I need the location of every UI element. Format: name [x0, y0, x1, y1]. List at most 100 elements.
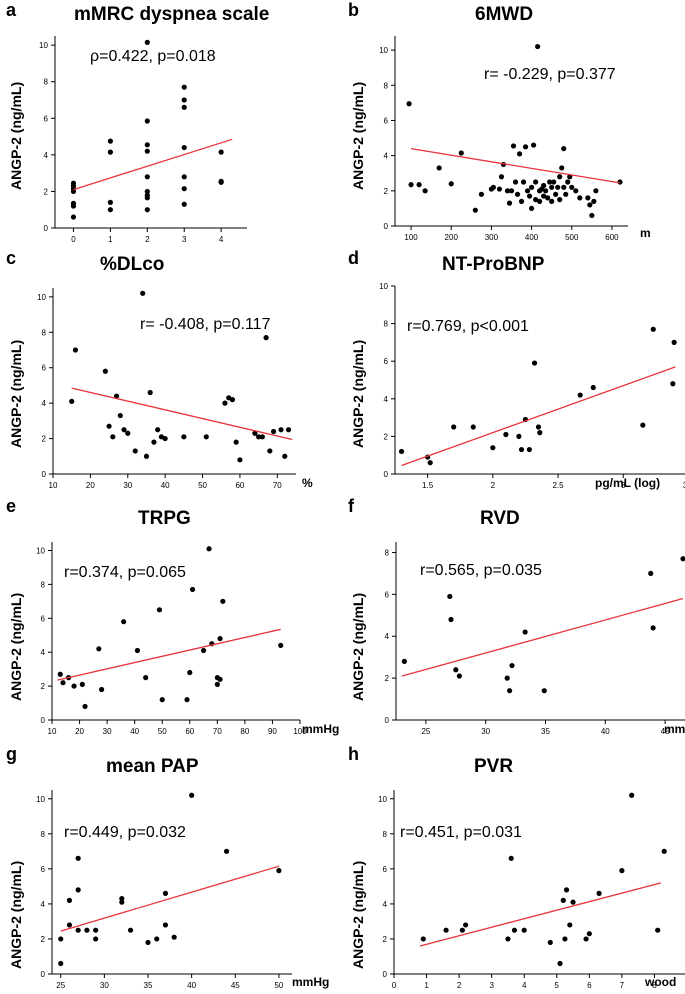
panel-title: NT-ProBNP — [442, 254, 545, 275]
data-point — [233, 439, 239, 445]
data-point — [560, 897, 566, 903]
panel-label: d — [348, 248, 359, 268]
x-tick-label: 50 — [274, 981, 283, 990]
x-axis-unit: pg/mL (log) — [595, 476, 661, 490]
x-tick-label: 60 — [185, 727, 194, 736]
data-point — [453, 667, 459, 673]
data-point — [561, 145, 567, 152]
data-point — [549, 184, 555, 190]
data-point — [587, 202, 593, 208]
data-point — [134, 647, 141, 654]
x-tick-label: 30 — [481, 727, 490, 736]
data-point — [154, 936, 160, 942]
data-point — [648, 570, 654, 577]
data-point — [70, 180, 77, 186]
data-point — [504, 675, 510, 681]
data-point — [159, 697, 165, 703]
x-tick-label: 20 — [86, 481, 95, 490]
y-tick-label: 2 — [41, 935, 46, 944]
data-point — [171, 934, 177, 940]
data-point — [490, 445, 496, 451]
data-point — [555, 184, 561, 190]
x-axis-unit: wood — [645, 975, 677, 989]
y-tick-label: 8 — [41, 580, 46, 589]
data-point — [181, 174, 187, 180]
x-tick-label: 5 — [555, 981, 560, 990]
data-point — [591, 198, 597, 204]
data-point — [132, 448, 138, 454]
regression-line — [57, 628, 281, 681]
scatter-plot: 0 2 4 6 8 10 10 20 30 40 50 60 70 — [37, 288, 296, 490]
y-tick-label: 2 — [42, 435, 47, 444]
data-point — [516, 151, 523, 157]
data-point — [537, 430, 543, 436]
y-tick-label: 2 — [385, 674, 390, 683]
x-tick-label: 25 — [421, 727, 430, 736]
data-point — [218, 178, 224, 184]
panel-b: b 6MWD ANGP-2 (ng/mL) r= -0.229, p=0.377… — [342, 0, 684, 248]
data-point — [155, 427, 161, 433]
y-tick-label: 2 — [383, 935, 388, 944]
panel-title: RVD — [480, 508, 520, 529]
panel-label: h — [348, 744, 359, 764]
data-point — [541, 182, 547, 189]
data-point — [181, 144, 187, 151]
panel-label: e — [6, 496, 17, 516]
data-point — [144, 174, 150, 180]
data-point — [203, 434, 209, 440]
data-point — [670, 381, 676, 387]
y-tick-label: 6 — [41, 865, 46, 874]
data-point — [526, 446, 532, 453]
regression-line — [73, 138, 233, 191]
data-point — [496, 186, 503, 192]
data-point — [547, 179, 553, 185]
data-point — [541, 193, 547, 199]
data-point — [217, 636, 223, 642]
data-point — [181, 84, 187, 90]
scatter-plot: 0 2 4 6 8 25 30 35 40 45 — [385, 542, 685, 736]
y-tick-label: 0 — [42, 470, 47, 479]
scatter-plot: 02468100123456789 — [378, 790, 685, 990]
data-point — [545, 195, 551, 201]
data-point — [75, 887, 81, 893]
data-point — [490, 184, 497, 190]
data-point — [398, 448, 405, 455]
y-tick-label: 4 — [41, 900, 46, 909]
x-tick-label: 10 — [49, 481, 58, 490]
x-tick-label: 3 — [489, 981, 494, 990]
data-point — [401, 658, 407, 664]
data-point — [553, 191, 559, 197]
axes: 0 2 4 6 8 10 1.5 2 2.5 3 3.5 — [379, 282, 685, 490]
x-tick-label: 100 — [404, 233, 418, 242]
data-point — [511, 927, 518, 933]
data-point — [661, 848, 667, 854]
data-point — [200, 647, 207, 654]
data-point — [58, 960, 64, 967]
regression-line — [401, 366, 676, 467]
data-point — [650, 326, 656, 332]
y-tick-label: 4 — [384, 395, 389, 404]
data-point — [162, 922, 169, 928]
stats-annotation: r=0.374, p=0.065 — [64, 564, 186, 581]
x-tick-label: 40 — [187, 981, 196, 990]
data-point — [533, 179, 539, 185]
x-tick-label: 30 — [100, 981, 109, 990]
data-point — [521, 927, 527, 933]
data-point — [144, 148, 150, 154]
data-point — [75, 855, 81, 861]
stats-annotation: ρ=0.422, p=0.018 — [90, 48, 216, 65]
stats-annotation: r=0.565, p=0.035 — [420, 562, 542, 579]
data-point — [75, 927, 81, 933]
panel-e: e TRPG ANGP-2 (ng/mL) r=0.374, p=0.065 m… — [0, 496, 342, 744]
panel-label: f — [348, 496, 354, 516]
data-point — [162, 890, 169, 896]
data-point — [107, 207, 113, 213]
scatter-plot: 0 2 4 6 8 10 10 20 30 40 50 60 70 80 90 100 — [36, 542, 307, 736]
data-point — [144, 142, 150, 148]
data-point — [145, 939, 151, 946]
scatter-plot: 0 2 4 6 8 10 25 30 35 40 45 50 — [36, 790, 292, 990]
x-tick-label: 8 — [652, 981, 657, 990]
data-point — [106, 423, 112, 429]
data-point — [541, 688, 547, 694]
data-point — [223, 848, 230, 854]
